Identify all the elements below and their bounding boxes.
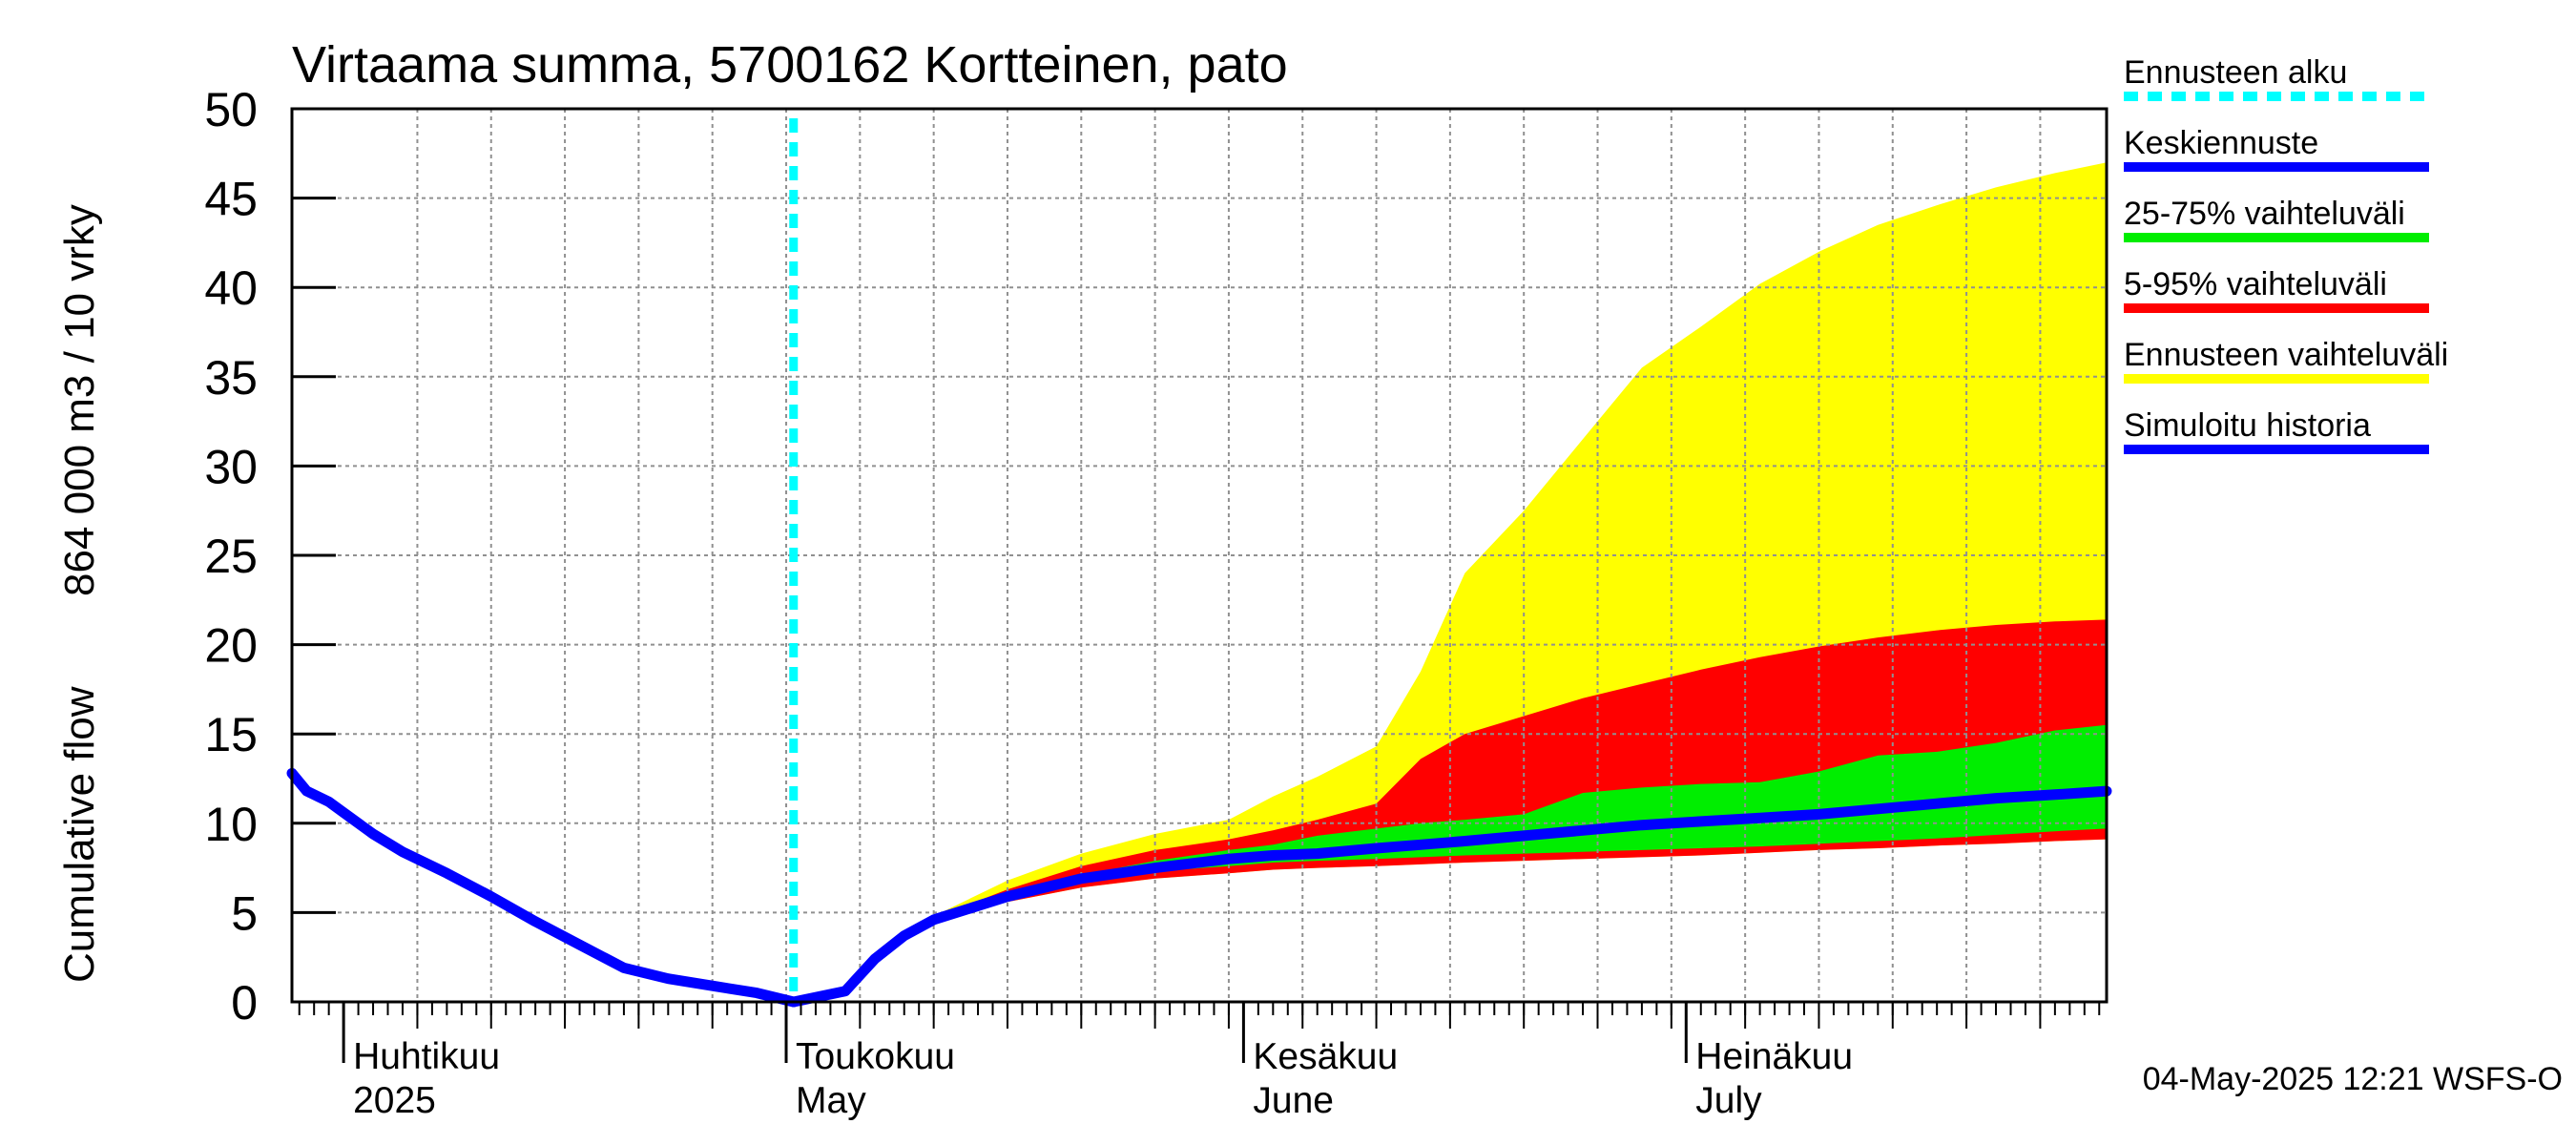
line-median-forecast — [788, 785, 2112, 1008]
y-tick-label: 15 — [204, 708, 258, 761]
y-tick-label: 35 — [204, 351, 258, 405]
y-axis-label-left: Cumulative flow — [56, 686, 103, 983]
y-tick-label: 45 — [204, 173, 258, 226]
line-simulated-history — [286, 767, 800, 1008]
y-tick-label: 10 — [204, 798, 258, 851]
footer-timestamp: 04-May-2025 12:21 WSFS-O — [2143, 1061, 2563, 1097]
axes — [290, 107, 2109, 1063]
y-tick-labels: 0 5 10 15 20 25 30 35 40 45 50 — [204, 83, 258, 1030]
month-label-en: June — [1253, 1080, 1334, 1121]
y-tick-label: 30 — [204, 440, 258, 493]
y-tick-label: 25 — [204, 530, 258, 583]
legend-label: Simuloitu historia — [2124, 407, 2371, 444]
legend-label: Keskiennuste — [2124, 125, 2318, 161]
band-3 — [793, 724, 2107, 1002]
y-tick-label: 50 — [204, 83, 258, 136]
month-label-fi: Kesäkuu — [1253, 1036, 1398, 1077]
grid-lines — [292, 109, 2107, 1002]
legend-label: 25-75% vaihteluväli — [2124, 196, 2405, 232]
y-tick-label: 40 — [204, 261, 258, 315]
month-label-fi: Toukokuu — [796, 1036, 955, 1077]
legend-label: Ennusteen alku — [2124, 54, 2347, 91]
y-axis-label-right: 864 000 m3 / 10 vrky — [56, 204, 103, 596]
forecast-bands — [793, 162, 2107, 1002]
y-tick-label: 20 — [204, 619, 258, 673]
month-label-fi: Huhtikuu — [353, 1036, 500, 1077]
month-label-en: May — [796, 1080, 866, 1121]
band-2 — [793, 619, 2107, 1002]
legend-label: Ennusteen vaihteluväli — [2124, 337, 2448, 373]
month-label-en: 2025 — [353, 1080, 436, 1121]
y-tick-label: 0 — [231, 976, 258, 1030]
legend-label: 5-95% vaihteluväli — [2124, 266, 2387, 302]
month-label-en: July — [1695, 1080, 1762, 1121]
chart-title: Virtaama summa, 5700162 Kortteinen, pato — [292, 36, 1288, 94]
month-label-fi: Heinäkuu — [1695, 1036, 1853, 1077]
y-tick-label: 5 — [231, 886, 258, 940]
series-lines — [286, 118, 2112, 1008]
legend: Ennusteen alku Keskiennuste 25-75% vaihtel… — [2124, 54, 2448, 454]
